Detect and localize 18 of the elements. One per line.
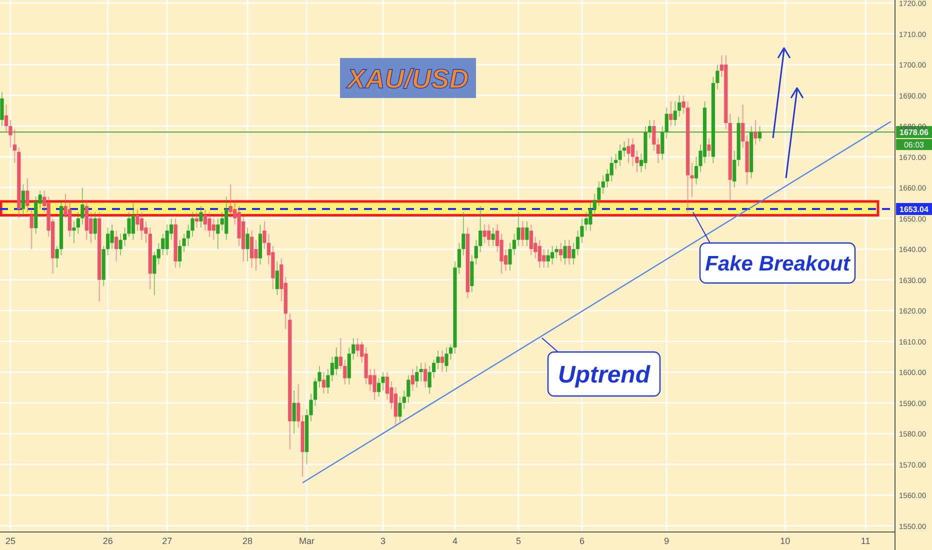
x-tick-label: 4 <box>452 536 458 546</box>
x-tick-label: 9 <box>664 536 670 546</box>
x-tick-label: 28 <box>242 536 253 546</box>
annotation: Uptrend <box>558 362 652 389</box>
x-tick-label: 27 <box>162 536 172 546</box>
x-tick-label: 11 <box>860 536 870 546</box>
x-tick-label: 3 <box>380 536 386 546</box>
text: XAU/USD <box>345 64 469 94</box>
ref-line-label: 1678.06 <box>900 128 930 138</box>
x-tick-label: 25 <box>5 536 16 546</box>
x-tick-label: 5 <box>516 536 521 546</box>
x-tick-label: Mar <box>299 536 315 546</box>
annotation: Fake Breakout <box>705 252 851 276</box>
x-tick-label: 26 <box>102 536 113 546</box>
text: 06:03 <box>904 140 925 150</box>
ref-line-label: 1653.04 <box>900 204 930 214</box>
x-tick-label: 10 <box>780 536 790 546</box>
x-tick-label: 6 <box>579 536 584 546</box>
